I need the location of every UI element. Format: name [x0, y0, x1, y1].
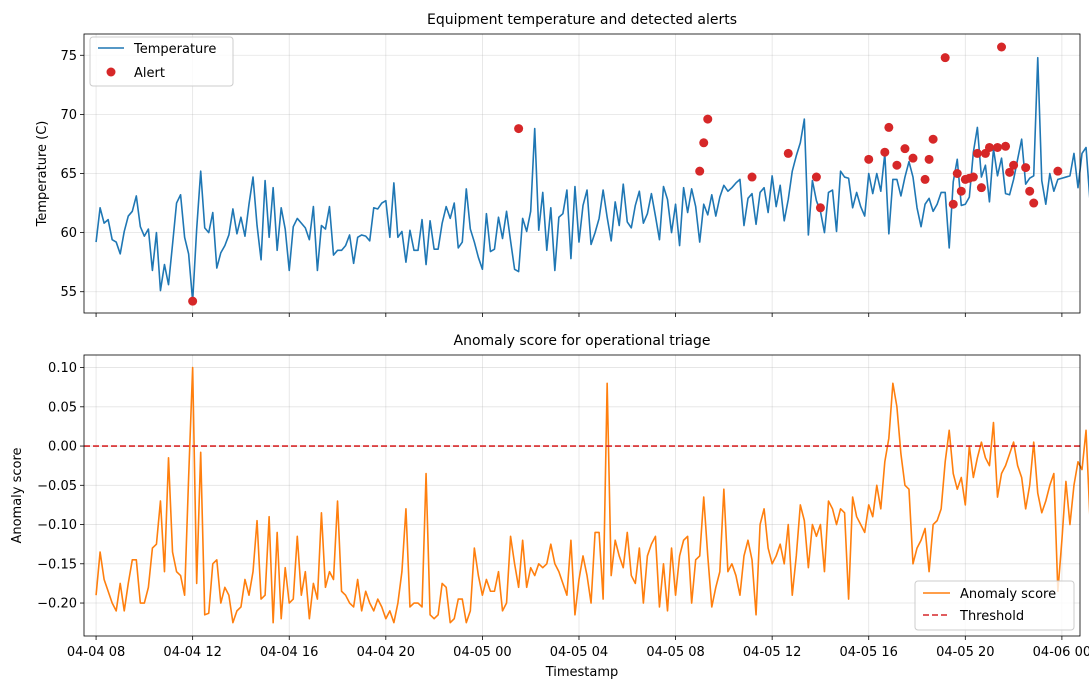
anomaly-axes-frame	[83, 354, 1081, 637]
alert-point	[1009, 160, 1019, 170]
anomaly-x-axis-label: Timestamp	[545, 665, 619, 680]
legend-anomaly-score-label: Anomaly score	[960, 587, 1056, 602]
alert-point	[900, 144, 910, 154]
temperature-legend: Temperature Alert	[89, 36, 234, 87]
alert-point	[924, 154, 934, 164]
x-tick-label: 04-05 00	[453, 645, 511, 660]
legend-alert-label: Alert	[134, 66, 165, 81]
alert-point	[997, 42, 1007, 52]
anomaly-grid	[84, 355, 1080, 636]
alert-point	[948, 199, 958, 209]
x-tick-label: 04-05 12	[743, 645, 801, 660]
alert-point	[1029, 198, 1039, 208]
alert-point	[695, 166, 705, 176]
temperature-panel: 55 60 65 70 75 Equipment temperature and det…	[35, 12, 1089, 317]
alert-point	[1053, 166, 1063, 176]
temperature-line	[95, 56, 1089, 302]
alert-point	[920, 174, 930, 184]
alert-point	[880, 147, 890, 157]
y-tick-label: 75	[60, 49, 77, 64]
anomaly-series-layer	[84, 366, 1089, 624]
y-tick-label: −0.05	[37, 479, 77, 494]
alert-point	[1005, 167, 1015, 177]
alert-point	[783, 148, 793, 158]
anomaly-y-axis-label: Anomaly score	[10, 447, 25, 543]
alert-point	[703, 114, 713, 124]
x-tick-label: 04-05 20	[936, 645, 994, 660]
y-tick-label: 55	[60, 285, 77, 300]
x-tick-label: 04-05 04	[550, 645, 608, 660]
y-tick-label: −0.15	[37, 557, 77, 572]
alert-point	[956, 186, 966, 196]
temperature-chart-title: Equipment temperature and detected alert…	[427, 12, 737, 28]
alert-point	[514, 124, 524, 134]
x-tick-label: 04-04 08	[67, 645, 125, 660]
alert-point	[815, 203, 825, 213]
anomaly-legend: Anomaly score Threshold	[914, 580, 1075, 631]
x-tick-label: 04-04 16	[260, 645, 318, 660]
alert-point	[976, 183, 986, 193]
temperature-y-axis-label: Temperature (C)	[35, 121, 50, 228]
x-tick-label: 04-05 08	[646, 645, 704, 660]
alert-point	[993, 142, 1003, 152]
alert-point	[972, 148, 982, 158]
anomaly-panel: −0.20 −0.15 −0.10 −0.05 0.00 0.05 0.10 04-04 0…	[10, 333, 1089, 680]
alert-point	[940, 53, 950, 63]
alert-point	[968, 172, 978, 182]
alert-point	[1021, 163, 1031, 173]
y-tick-label: −0.20	[37, 597, 77, 612]
y-tick-label: −0.10	[37, 518, 77, 533]
alert-point	[928, 134, 938, 144]
x-tick-label: 04-04 12	[163, 645, 221, 660]
alert-point	[984, 142, 994, 152]
anomaly-score-line	[95, 366, 1089, 624]
y-tick-label: 65	[60, 167, 77, 182]
alert-point	[699, 138, 709, 148]
anomaly-y-ticks: −0.20 −0.15 −0.10 −0.05 0.00 0.05 0.10	[37, 361, 84, 612]
temperature-x-ticks	[95, 313, 1063, 317]
anomaly-chart-title: Anomaly score for operational triage	[454, 333, 711, 349]
y-tick-label: 60	[60, 226, 77, 241]
x-tick-label: 04-04 20	[357, 645, 415, 660]
y-tick-label: 0.00	[48, 440, 77, 455]
alert-point	[188, 296, 198, 306]
y-tick-label: 70	[60, 108, 77, 123]
anomaly-x-ticks: 04-04 08 04-04 12 04-04 16 04-04 20 04-05 00…	[67, 636, 1089, 660]
y-tick-label: 0.05	[48, 400, 77, 415]
alert-point	[1025, 186, 1035, 196]
alert-point	[952, 169, 962, 178]
temperature-y-ticks: 55 60 65 70 75	[60, 49, 84, 300]
alert-point	[892, 160, 902, 170]
temperature-legend-box	[89, 36, 234, 87]
alert-point	[1001, 141, 1011, 151]
x-tick-label: 04-06 00	[1033, 645, 1089, 660]
temperature-series-layer	[95, 42, 1089, 306]
alert-point	[811, 172, 821, 182]
alert-point	[747, 172, 757, 182]
legend-alert-swatch	[106, 67, 116, 77]
legend-temperature-label: Temperature	[133, 42, 216, 57]
x-tick-label: 04-05 16	[840, 645, 898, 660]
legend-threshold-label: Threshold	[959, 609, 1024, 624]
alert-point	[884, 122, 894, 132]
y-tick-label: 0.10	[48, 361, 77, 376]
alert-point	[908, 153, 918, 163]
alert-point	[864, 154, 874, 164]
anomaly-legend-box	[914, 580, 1075, 631]
